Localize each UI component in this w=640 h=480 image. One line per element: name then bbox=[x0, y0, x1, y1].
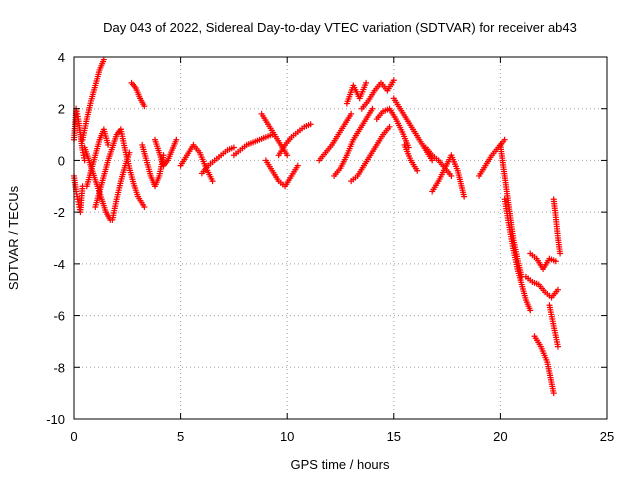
data-point bbox=[209, 178, 216, 185]
data-track bbox=[230, 131, 276, 159]
data-track bbox=[262, 157, 301, 190]
data-track bbox=[429, 152, 468, 200]
data-point bbox=[141, 103, 148, 110]
x-axis-label: GPS time / hours bbox=[291, 457, 390, 472]
y-tick-label: 4 bbox=[58, 50, 65, 65]
data-track bbox=[550, 196, 564, 257]
data-point bbox=[554, 286, 561, 293]
y-tick-label: -10 bbox=[46, 412, 65, 427]
data-point bbox=[348, 110, 355, 117]
series-sdtvar bbox=[71, 56, 564, 397]
data-point bbox=[557, 250, 564, 257]
data-track bbox=[348, 123, 393, 185]
data-point bbox=[141, 203, 148, 210]
data-track bbox=[316, 110, 355, 164]
data-track bbox=[198, 144, 237, 177]
y-tick-label: -4 bbox=[53, 257, 65, 272]
data-point bbox=[173, 136, 180, 143]
y-tick-label: 0 bbox=[58, 153, 65, 168]
data-point bbox=[527, 307, 534, 314]
data-track bbox=[401, 141, 421, 174]
y-tick-label: -8 bbox=[53, 360, 65, 375]
data-track bbox=[109, 149, 133, 223]
data-point bbox=[414, 167, 421, 174]
data-track bbox=[497, 141, 525, 280]
data-point bbox=[369, 105, 376, 112]
data-track bbox=[531, 333, 557, 397]
data-point bbox=[448, 172, 455, 179]
x-tick-label: 25 bbox=[600, 429, 614, 444]
data-point bbox=[461, 193, 468, 200]
data-track bbox=[128, 79, 148, 110]
data-track bbox=[79, 56, 107, 143]
data-point bbox=[550, 390, 557, 397]
data-track bbox=[546, 302, 561, 350]
data-point bbox=[284, 152, 291, 159]
data-track bbox=[358, 77, 397, 112]
grid-lines bbox=[74, 57, 607, 419]
data-point bbox=[552, 258, 559, 265]
data-point bbox=[501, 136, 508, 143]
data-point bbox=[363, 79, 370, 86]
data-track bbox=[275, 121, 314, 159]
y-tick-label: -2 bbox=[53, 205, 65, 220]
plot-frame bbox=[73, 56, 608, 420]
x-tick-label: 10 bbox=[280, 429, 294, 444]
data-track bbox=[331, 105, 376, 179]
data-track bbox=[522, 273, 561, 301]
data-track bbox=[527, 250, 559, 273]
data-track bbox=[152, 136, 180, 169]
data-point bbox=[390, 77, 397, 84]
data-point bbox=[100, 56, 107, 63]
data-point bbox=[294, 162, 301, 169]
data-point bbox=[554, 343, 561, 350]
data-point bbox=[230, 144, 237, 151]
data-track bbox=[501, 196, 534, 314]
data-track bbox=[258, 110, 291, 159]
x-tick-label: 15 bbox=[387, 429, 401, 444]
chart-title: Day 043 of 2022, Sidereal Day-to-day VTE… bbox=[103, 20, 577, 35]
y-tick-label: -6 bbox=[53, 309, 65, 324]
data-point bbox=[386, 123, 393, 130]
y-tick-label: 2 bbox=[58, 102, 65, 117]
axes: 0 5 10 15 20 25 -10 -8 -6 -4 -2 0 2 4 bbox=[46, 50, 614, 444]
data-track bbox=[83, 126, 112, 190]
data-track bbox=[343, 79, 370, 107]
x-tick-label: 5 bbox=[177, 429, 184, 444]
data-point bbox=[429, 157, 436, 164]
data-track bbox=[373, 105, 412, 151]
data-track bbox=[117, 126, 148, 210]
x-tick-label: 0 bbox=[70, 429, 77, 444]
data-point bbox=[307, 121, 314, 128]
data-track bbox=[71, 172, 86, 216]
y-axis-label: SDTVAR / TECUs bbox=[6, 185, 21, 290]
x-tick-label: 20 bbox=[493, 429, 507, 444]
data-series bbox=[71, 56, 564, 397]
data-track bbox=[92, 126, 124, 210]
